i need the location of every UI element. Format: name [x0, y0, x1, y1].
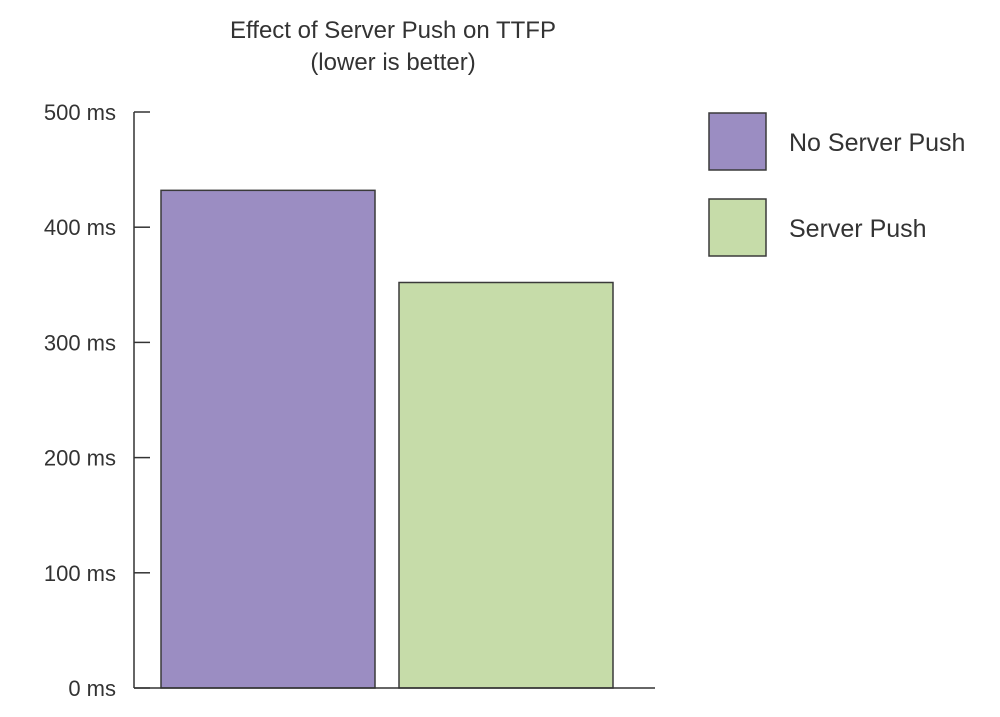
y-tick-label: 100 ms — [44, 561, 116, 586]
legend-label-0: No Server Push — [789, 129, 965, 157]
legend-swatch-0 — [708, 112, 767, 171]
y-tick-label: 500 ms — [44, 100, 116, 125]
legend: No Server Push Server Push — [708, 112, 965, 257]
y-tick-label: 300 ms — [44, 330, 116, 355]
bars-group — [160, 189, 614, 689]
bar-0 — [160, 189, 376, 689]
chart-title: Effect of Server Push on TTFP — [230, 17, 556, 44]
y-axis: 0 ms 100 ms 200 ms 300 ms 400 ms 500 ms — [44, 100, 655, 701]
y-tick-label: 0 ms — [68, 676, 116, 701]
legend-swatch-1 — [708, 198, 767, 257]
y-tick-label: 200 ms — [44, 446, 116, 471]
y-tick-label: 400 ms — [44, 215, 116, 240]
legend-label-1: Server Push — [789, 215, 927, 243]
bar-1 — [398, 281, 614, 689]
chart-subtitle: (lower is better) — [310, 49, 475, 76]
